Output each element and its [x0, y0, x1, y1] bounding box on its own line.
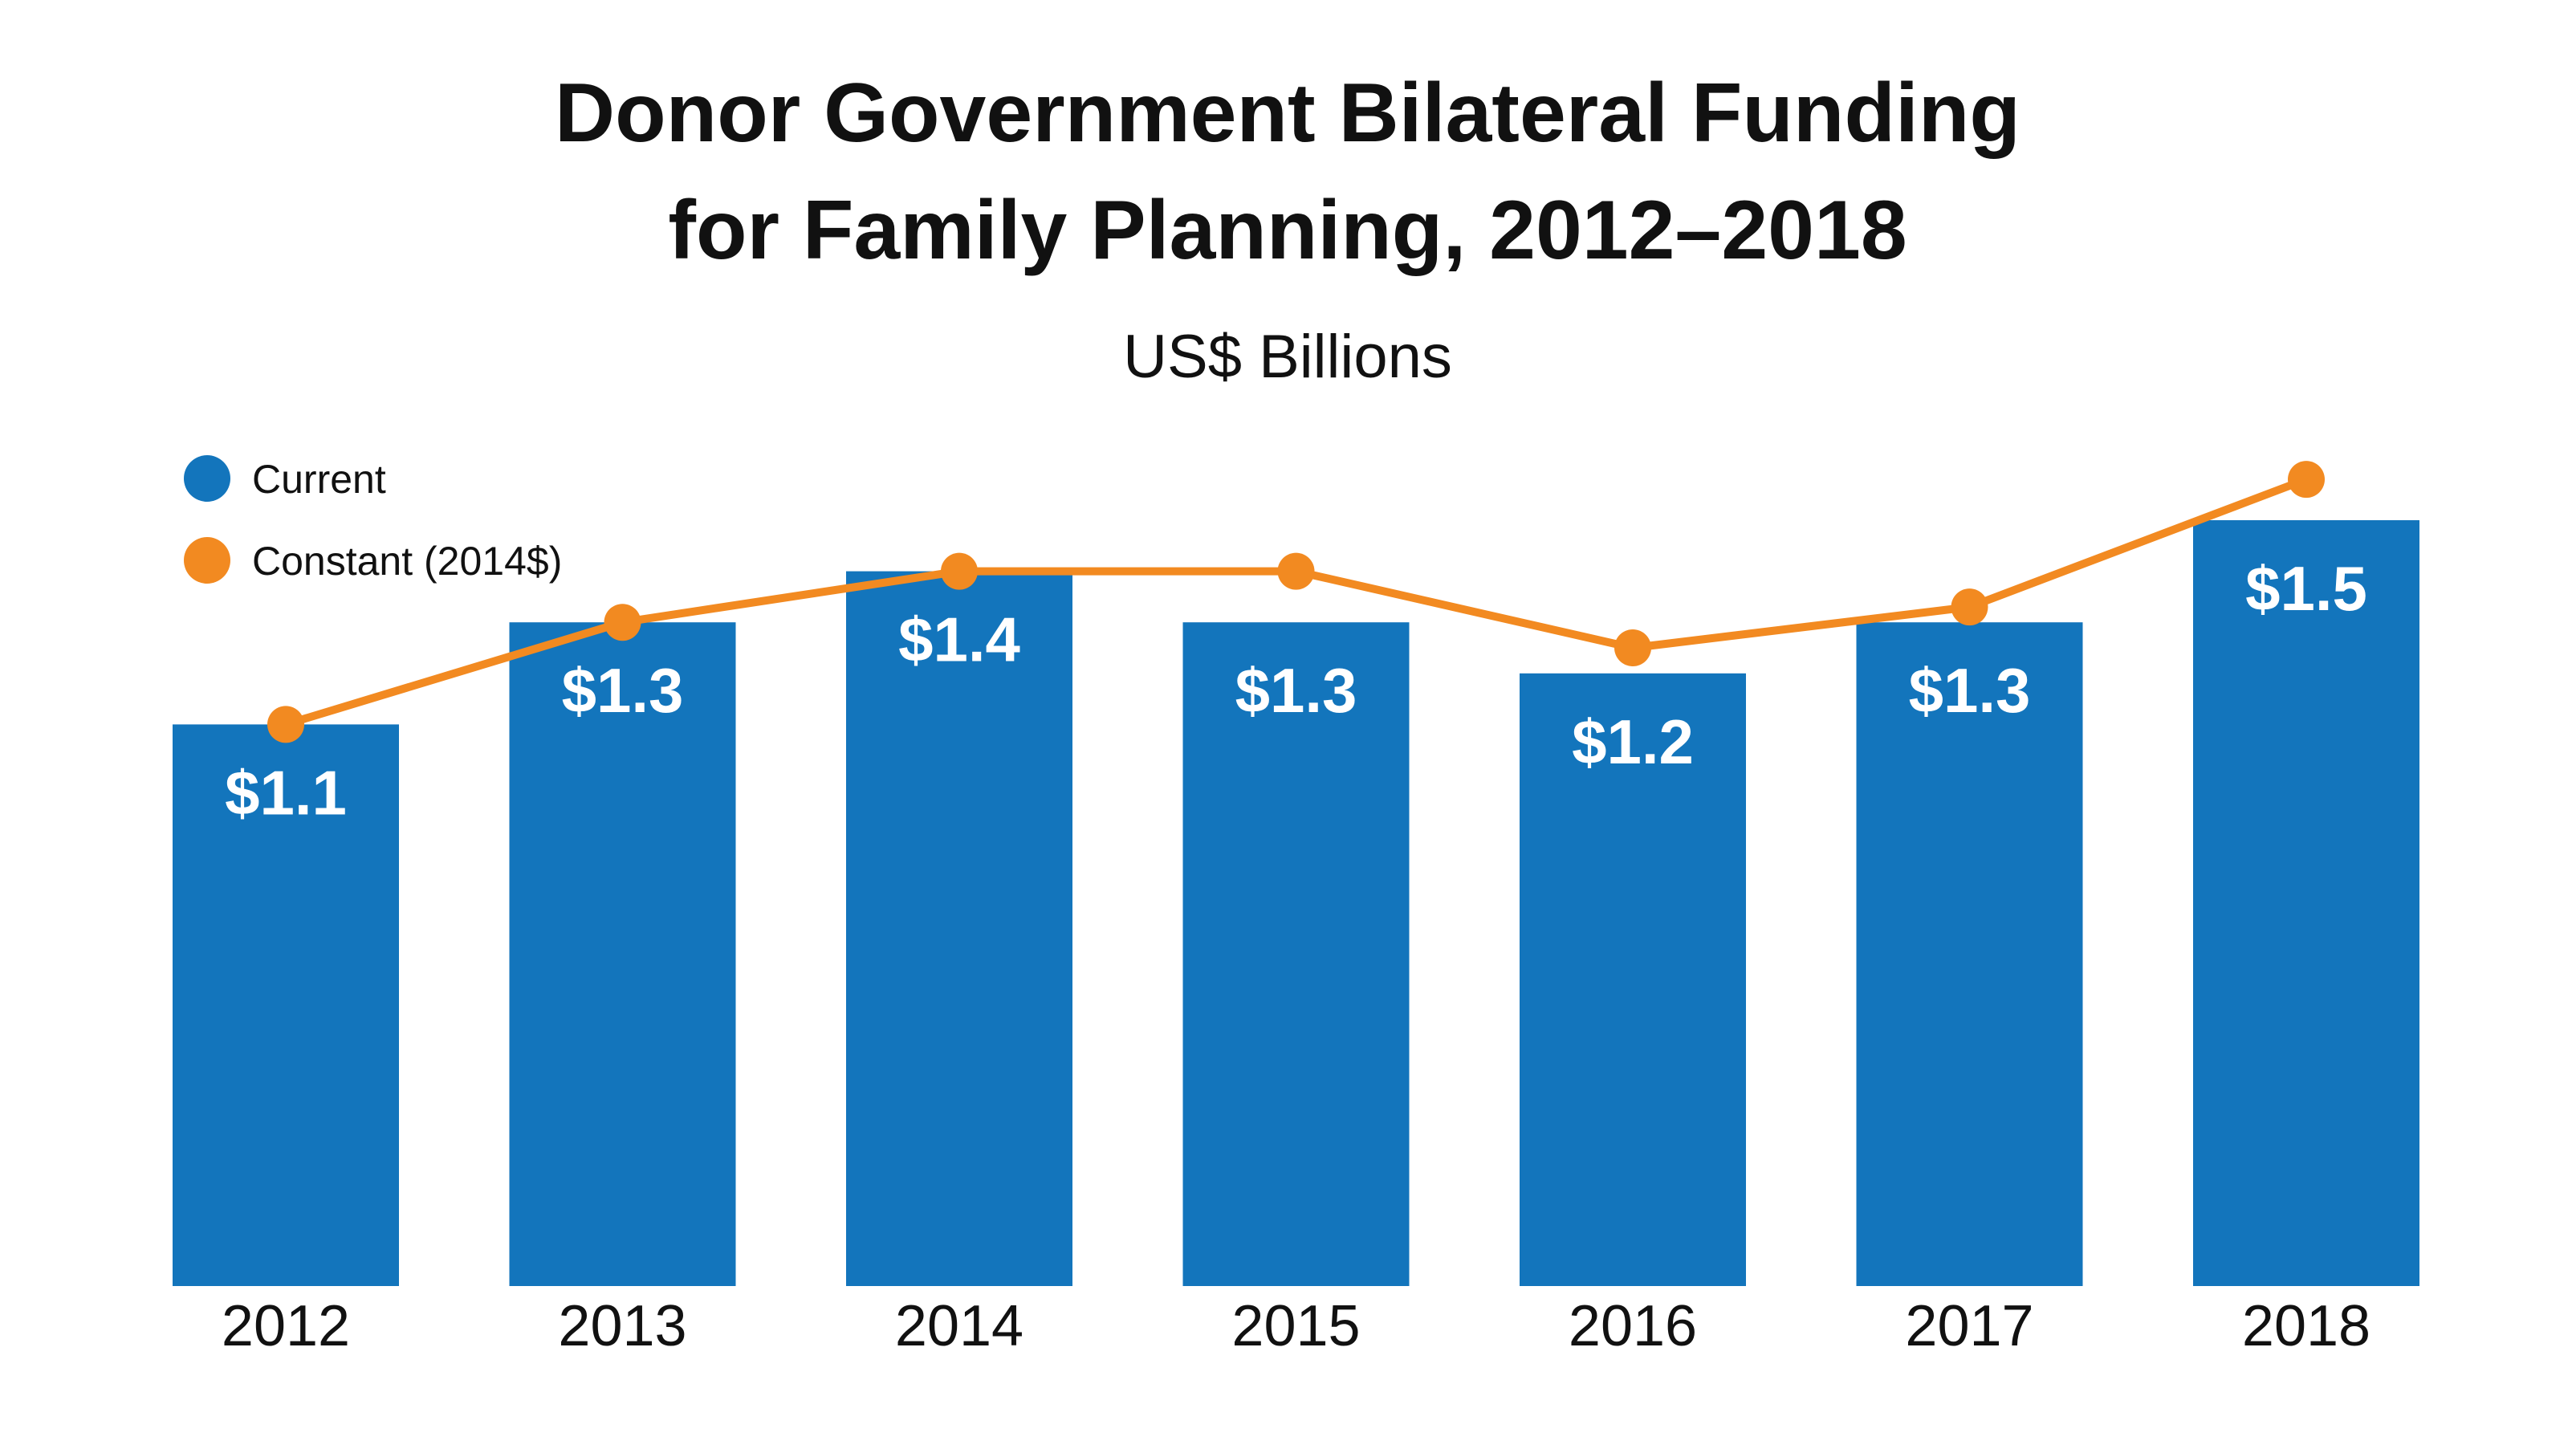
constant-point-2014: [941, 552, 978, 590]
bar-2018: [2193, 520, 2419, 1286]
x-tick-2017: 2017: [1905, 1294, 2033, 1358]
bar-data-labels: $1.1 $1.3 $1.4 $1.3 $1.2 $1.3 $1.5: [225, 553, 2367, 828]
line-series-constant: [267, 461, 2325, 743]
bar-2016: [1520, 673, 1746, 1286]
constant-point-2018: [2288, 461, 2325, 499]
legend-swatch-constant: [184, 537, 230, 584]
bar-2012: [173, 724, 399, 1286]
constant-point-2016: [1614, 629, 1651, 666]
bar-label-2018: $1.5: [2245, 553, 2367, 624]
legend-label-constant: Constant (2014$): [252, 539, 562, 584]
constant-point-2015: [1277, 552, 1315, 590]
bar-label-2014: $1.4: [898, 604, 1020, 675]
x-tick-2013: 2013: [558, 1294, 686, 1358]
bar-2013: [509, 622, 736, 1286]
bar-label-2012: $1.1: [225, 757, 347, 828]
bar-label-2016: $1.2: [1572, 706, 1694, 777]
legend-swatch-current: [184, 455, 230, 502]
chart-title-line-1: Donor Government Bilateral Funding: [555, 67, 2021, 160]
bar-label-2013: $1.3: [562, 655, 684, 726]
chart-subtitle: US$ Billions: [1123, 323, 1452, 391]
bar-2014: [846, 571, 1072, 1286]
x-tick-2012: 2012: [222, 1294, 350, 1358]
bar-series-current: [173, 520, 2419, 1286]
x-axis-ticks: 2012 2013 2014 2015 2016 2017 2018: [222, 1294, 2370, 1358]
bar-2015: [1182, 622, 1410, 1286]
legend: Current Constant (2014$): [184, 455, 562, 584]
constant-point-2012: [267, 706, 304, 743]
bar-label-2015: $1.3: [1235, 655, 1357, 726]
constant-point-2013: [604, 604, 641, 641]
chart-title-line-2: for Family Planning, 2012–2018: [668, 184, 1907, 277]
x-tick-2016: 2016: [1569, 1294, 1697, 1358]
x-tick-2018: 2018: [2242, 1294, 2370, 1358]
x-tick-2015: 2015: [1231, 1294, 1360, 1358]
bar-2017: [1856, 622, 2083, 1286]
x-tick-2014: 2014: [895, 1294, 1023, 1358]
bar-label-2017: $1.3: [1909, 655, 2031, 726]
constant-point-2017: [1951, 588, 1988, 626]
legend-label-current: Current: [252, 457, 386, 502]
